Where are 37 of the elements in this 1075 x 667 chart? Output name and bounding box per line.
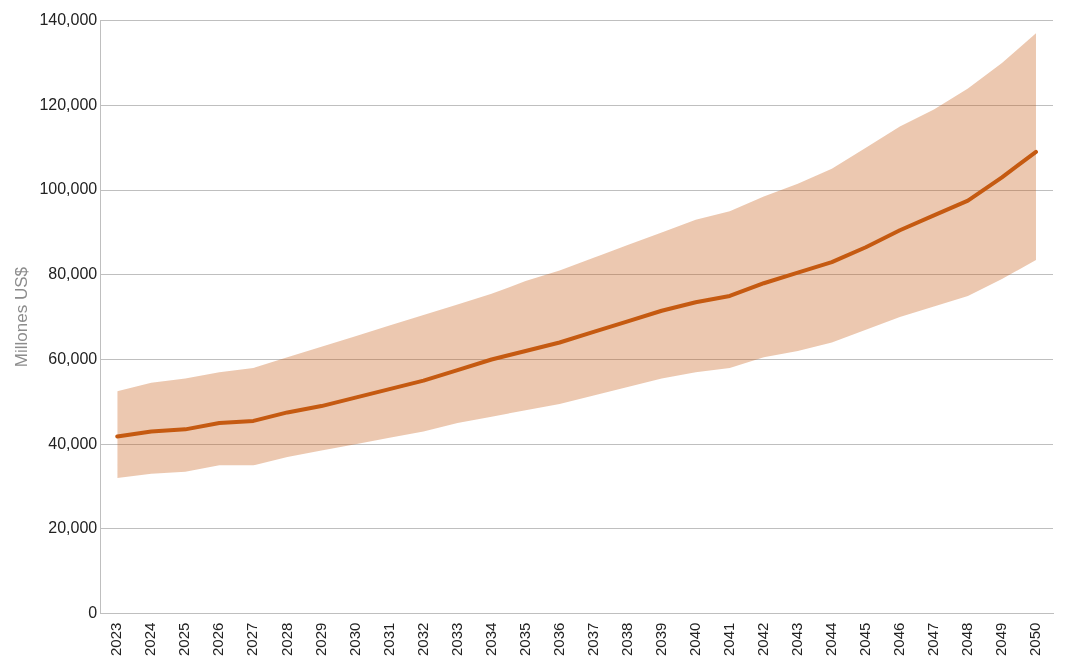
x-tick-label: 2038 xyxy=(617,622,635,657)
x-tick-label: 2035 xyxy=(515,622,533,657)
x-tick-label: 2043 xyxy=(787,622,805,657)
y-tick-label: 40,000 xyxy=(48,434,98,452)
x-tick-label: 2048 xyxy=(958,622,976,657)
x-tick-label: 2024 xyxy=(141,622,159,657)
x-tick-label: 2034 xyxy=(481,622,499,657)
x-tick-label: 2045 xyxy=(855,622,873,657)
x-tick-label: 2026 xyxy=(209,622,227,657)
x-tick-label: 2025 xyxy=(175,622,193,657)
x-tick-label: 2050 xyxy=(1026,622,1044,657)
y-tick-label: 120,000 xyxy=(39,95,98,113)
x-tick-label: 2042 xyxy=(753,622,771,657)
x-tick-label: 2040 xyxy=(685,622,703,657)
x-tick-label: 2039 xyxy=(651,622,669,657)
x-tick-label: 2029 xyxy=(311,622,329,657)
y-tick-label: 140,000 xyxy=(39,11,98,29)
x-tick-label: 2030 xyxy=(345,622,363,657)
x-tick-label: 2023 xyxy=(107,622,125,657)
x-tick-label: 2041 xyxy=(719,622,737,657)
x-tick-label: 2028 xyxy=(277,622,295,657)
y-tick-label: 0 xyxy=(88,604,98,622)
x-tick-label: 2032 xyxy=(413,622,431,657)
x-tick-label: 2044 xyxy=(821,622,839,657)
x-tick-label: 2049 xyxy=(992,622,1010,657)
y-tick-label: 80,000 xyxy=(48,265,98,283)
x-tick-label: 2037 xyxy=(583,622,601,657)
y-tick-label: 100,000 xyxy=(39,180,98,198)
x-tick-label: 2046 xyxy=(890,622,908,657)
x-tick-label: 2027 xyxy=(243,622,261,657)
x-tick-label: 2031 xyxy=(379,622,397,657)
x-tick-label: 2047 xyxy=(924,622,942,657)
y-axis-title: Millones US$ xyxy=(11,266,31,368)
y-tick-label: 60,000 xyxy=(48,349,98,367)
x-tick-label: 2036 xyxy=(549,622,567,657)
x-tick-label: 2033 xyxy=(447,622,465,657)
y-tick-label: 20,000 xyxy=(48,519,98,537)
